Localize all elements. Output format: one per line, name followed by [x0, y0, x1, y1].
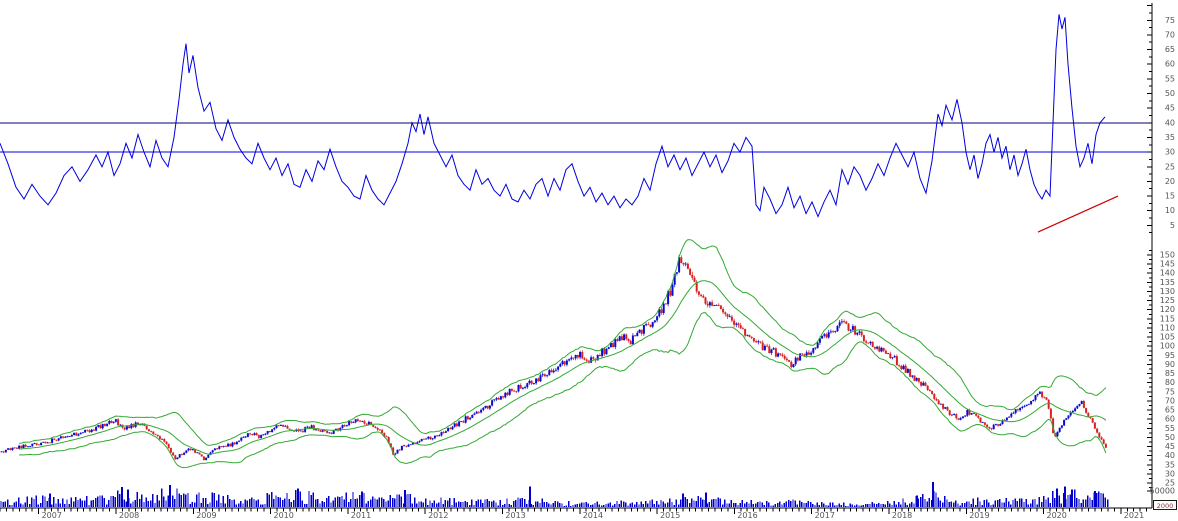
axis-tick-label: 75: [1165, 387, 1175, 396]
axis-tick-label: 130: [1160, 287, 1175, 296]
x-axis-year-label: 2020: [1047, 511, 1067, 520]
axis-tick-label: 95: [1165, 351, 1175, 360]
candle-bodies-up: [0, 257, 1083, 461]
axis-tick-label: 40: [1165, 451, 1175, 460]
x-axis-year-labels: 2007 2008 2009 2010 2011 2012 2013 2014 2015 2016…: [42, 511, 1145, 520]
right-axis-ticks: [1147, 5, 1152, 492]
axis-tick-label: 55: [1165, 74, 1175, 83]
x-axis-year-label: 2014: [583, 511, 603, 520]
x-axis-ticks: [0, 508, 1148, 514]
x-axis-year-label: 2017: [815, 511, 835, 520]
volume-bars: [0, 488, 1109, 507]
axis-tick-label: 25: [1165, 162, 1175, 171]
x-axis-year-label: 2011: [351, 511, 371, 520]
axis-tick-label: 40: [1165, 118, 1175, 127]
axis-tick-label: 90: [1165, 360, 1175, 369]
axis-tick-label: 110: [1160, 324, 1175, 333]
axis-tick-label: 65: [1165, 406, 1175, 415]
axis-tick-label: 145: [1160, 260, 1175, 269]
axis-tick-label: 30: [1165, 148, 1175, 157]
axis-tick-label: 30: [1165, 469, 1175, 478]
axis-tick-label: 70: [1165, 396, 1175, 405]
axis-tick-label: 20: [1165, 177, 1175, 186]
candle-bodies-down: [2, 257, 1107, 461]
bollinger-upper-band: [19, 239, 1107, 446]
axis-tick-label: 5: [1170, 221, 1175, 230]
axis-tick-label: 25: [1165, 479, 1175, 488]
candle-wicks-down: [3, 255, 1107, 461]
axis-tick-label: 55: [1165, 424, 1175, 433]
indicator-line: [0, 14, 1106, 218]
axis-tick-label: 65: [1165, 45, 1175, 54]
x-axis-year-label: 2015: [660, 511, 680, 520]
axis-tick-label: 45: [1165, 104, 1175, 113]
axis-tick-label: 60: [1165, 415, 1175, 424]
bollinger-lower-band: [19, 312, 1107, 469]
axis-tick-label: 105: [1160, 333, 1175, 342]
last-volume-box: 2000: [1153, 500, 1177, 510]
axis-tick-label: 45: [1165, 442, 1175, 451]
axis-tick-label: 75: [1165, 16, 1175, 25]
x-axis-year-label: 2012: [428, 511, 448, 520]
axis-tick-label: 120: [1160, 305, 1175, 314]
right-axis-tick-labels: 5101520253035404550556065707525303540455…: [1150, 16, 1175, 496]
last-volume-box-value: 2000: [1157, 502, 1174, 510]
axis-tick-label: 15: [1165, 192, 1175, 201]
x-axis-year-label: 2019: [969, 511, 989, 520]
x-axis-year-label: 2008: [119, 511, 139, 520]
axis-tick-label: 150: [1160, 251, 1175, 260]
axis-tick-label: 70: [1165, 30, 1175, 39]
axis-tick-label: 125: [1160, 296, 1175, 305]
x-axis-year-label: 2016: [737, 511, 757, 520]
axis-tick-label: 50000: [1150, 487, 1175, 496]
axis-tick-label: 50: [1165, 433, 1175, 442]
axis-tick-label: 10: [1165, 206, 1175, 215]
axis-tick-label: 80: [1165, 378, 1175, 387]
volume-spike-bars: [49, 482, 1096, 507]
axis-tick-label: 50: [1165, 89, 1175, 98]
bollinger-middle-band: [19, 280, 1107, 455]
candle-wicks-up: [1, 255, 1083, 461]
x-axis-year-label: 2013: [505, 511, 525, 520]
x-axis-year-label: 2018: [892, 511, 912, 520]
axis-tick-label: 135: [1160, 278, 1175, 287]
indicator-trendline: [1037, 195, 1119, 233]
x-axis-year-label: 2021: [1124, 511, 1144, 520]
x-axis-year-label: 2010: [274, 511, 294, 520]
x-axis-year-label: 2009: [196, 511, 216, 520]
axis-tick-label: 100: [1160, 342, 1175, 351]
axis-tick-label: 35: [1165, 133, 1175, 142]
axis-tick-label: 115: [1160, 314, 1175, 323]
axis-tick-label: 140: [1160, 269, 1175, 278]
axis-tick-label: 35: [1165, 460, 1175, 469]
x-axis-year-label: 2007: [42, 511, 62, 520]
axis-tick-label: 60: [1165, 60, 1175, 69]
last-volume-box-frame: [1153, 500, 1177, 510]
axis-tick-label: 85: [1165, 369, 1175, 378]
